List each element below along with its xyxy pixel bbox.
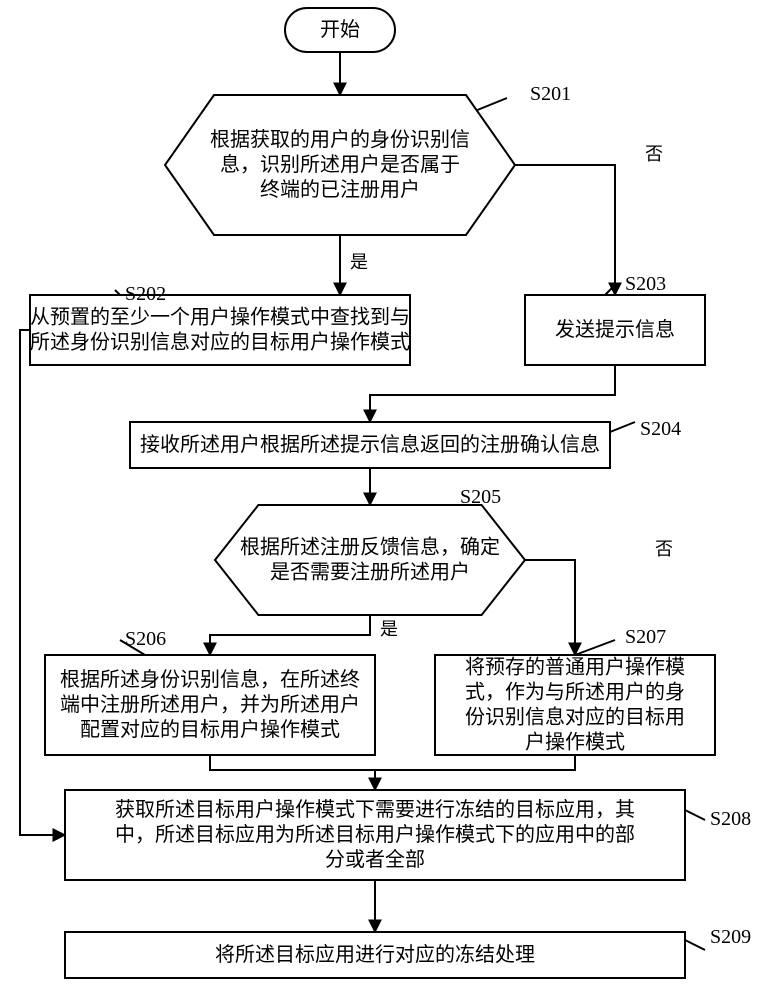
- edge-label-e6: 否: [655, 539, 673, 559]
- edge-e13: [610, 422, 635, 432]
- edge-e5: [210, 615, 370, 655]
- node-d1: 根据获取的用户的身份识别信息，识别所述用户是否属于终端的已注册用户: [165, 95, 515, 235]
- node-start: 开始: [285, 8, 395, 52]
- svg-text:是否需要注册所述用户: 是否需要注册所述用户: [270, 561, 470, 584]
- svg-text:端中注册所述用户，并为所述用户: 端中注册所述用户，并为所述用户: [60, 693, 360, 716]
- node-d2: 根据所述注册反馈信息，确定是否需要注册所述用户: [215, 505, 525, 615]
- svg-text:户操作模式: 户操作模式: [525, 731, 625, 754]
- node-s209: 将所述目标应用进行对应的冻结处理: [65, 932, 685, 978]
- step-label-s206: S206: [125, 628, 166, 650]
- node-s207: 将预存的普通用户操作模式，作为与所述用户的身份识别信息对应的目标用户操作模式: [435, 655, 715, 755]
- edge-label-e2: 否: [645, 144, 663, 164]
- edge-e8: [375, 755, 575, 770]
- step-label-s202: S202: [125, 283, 166, 305]
- step-label-s203: S203: [625, 273, 666, 295]
- node-s204: 接收所述用户根据所述提示信息返回的注册确认信息: [130, 422, 610, 468]
- node-s208: 获取所述目标用户操作模式下需要进行冻结的目标应用，其中，所述目标应用为所述目标用…: [65, 790, 685, 880]
- svg-text:将所述目标应用进行对应的冻结处理: 将所述目标应用进行对应的冻结处理: [215, 943, 535, 966]
- svg-text:分或者全部: 分或者全部: [325, 848, 425, 871]
- step-label-s205: S205: [460, 486, 501, 508]
- step-label-s209: S209: [710, 926, 751, 948]
- node-s203: 发送提示信息: [525, 295, 705, 365]
- node-s206: 根据所述身份识别信息，在所述终端中注册所述用户，并为所述用户配置对应的目标用户操…: [45, 655, 375, 755]
- svg-text:根据所述注册反馈信息，确定: 根据所述注册反馈信息，确定: [240, 536, 500, 559]
- svg-text:终端的已注册用户: 终端的已注册用户: [260, 178, 420, 201]
- edge-e6: [525, 560, 575, 655]
- edge-e2: [515, 165, 615, 295]
- edge-e3: [370, 365, 615, 422]
- node-s202: 从预置的至少一个用户操作模式中查找到与所述身份识别信息对应的目标用户操作模式: [30, 295, 410, 365]
- svg-text:配置对应的目标用户操作模式: 配置对应的目标用户操作模式: [80, 718, 340, 741]
- svg-text:根据获取的用户的身份识别信: 根据获取的用户的身份识别信: [210, 128, 470, 151]
- edge-e6c: [575, 640, 615, 655]
- svg-text:将预存的普通用户操作模: 将预存的普通用户操作模: [465, 656, 685, 679]
- svg-text:开始: 开始: [320, 18, 360, 41]
- svg-text:式，作为与所述用户的身: 式，作为与所述用户的身: [465, 681, 685, 704]
- svg-text:从预置的至少一个用户操作模式中查找到与: 从预置的至少一个用户操作模式中查找到与: [30, 306, 410, 329]
- svg-text:接收所述用户根据所述提示信息返回的注册确认信息: 接收所述用户根据所述提示信息返回的注册确认信息: [140, 433, 600, 456]
- step-label-s204: S204: [640, 418, 681, 440]
- svg-text:获取所述目标用户操作模式下需要进行冻结的目标应用，其: 获取所述目标用户操作模式下需要进行冻结的目标应用，其: [115, 798, 635, 821]
- edge-e7: [210, 755, 375, 790]
- step-label-s201: S201: [530, 83, 571, 105]
- flowchart-canvas: 开始根据获取的用户的身份识别信息，识别所述用户是否属于终端的已注册用户从预置的至…: [0, 0, 758, 1000]
- svg-text:息，识别所述用户是否属于: 息，识别所述用户是否属于: [220, 153, 460, 176]
- step-label-s207: S207: [625, 626, 666, 648]
- edge-e12: [685, 940, 705, 950]
- svg-text:发送提示信息: 发送提示信息: [555, 318, 675, 341]
- edge-label-e1: 是: [350, 252, 368, 272]
- svg-text:份识别信息对应的目标用: 份识别信息对应的目标用: [465, 706, 685, 729]
- step-label-s208: S208: [710, 808, 751, 830]
- svg-text:所述身份识别信息对应的目标用户操作模式: 所述身份识别信息对应的目标用户操作模式: [30, 331, 410, 354]
- edge-e10: [20, 330, 65, 835]
- edge-e11: [685, 810, 705, 820]
- svg-text:根据所述身份识别信息，在所述终: 根据所述身份识别信息，在所述终: [60, 668, 360, 691]
- svg-text:中，所述目标应用为所述目标用户操作模式下的应用中的部: 中，所述目标应用为所述目标用户操作模式下的应用中的部: [115, 823, 635, 846]
- edge-label-e5: 是: [380, 619, 398, 639]
